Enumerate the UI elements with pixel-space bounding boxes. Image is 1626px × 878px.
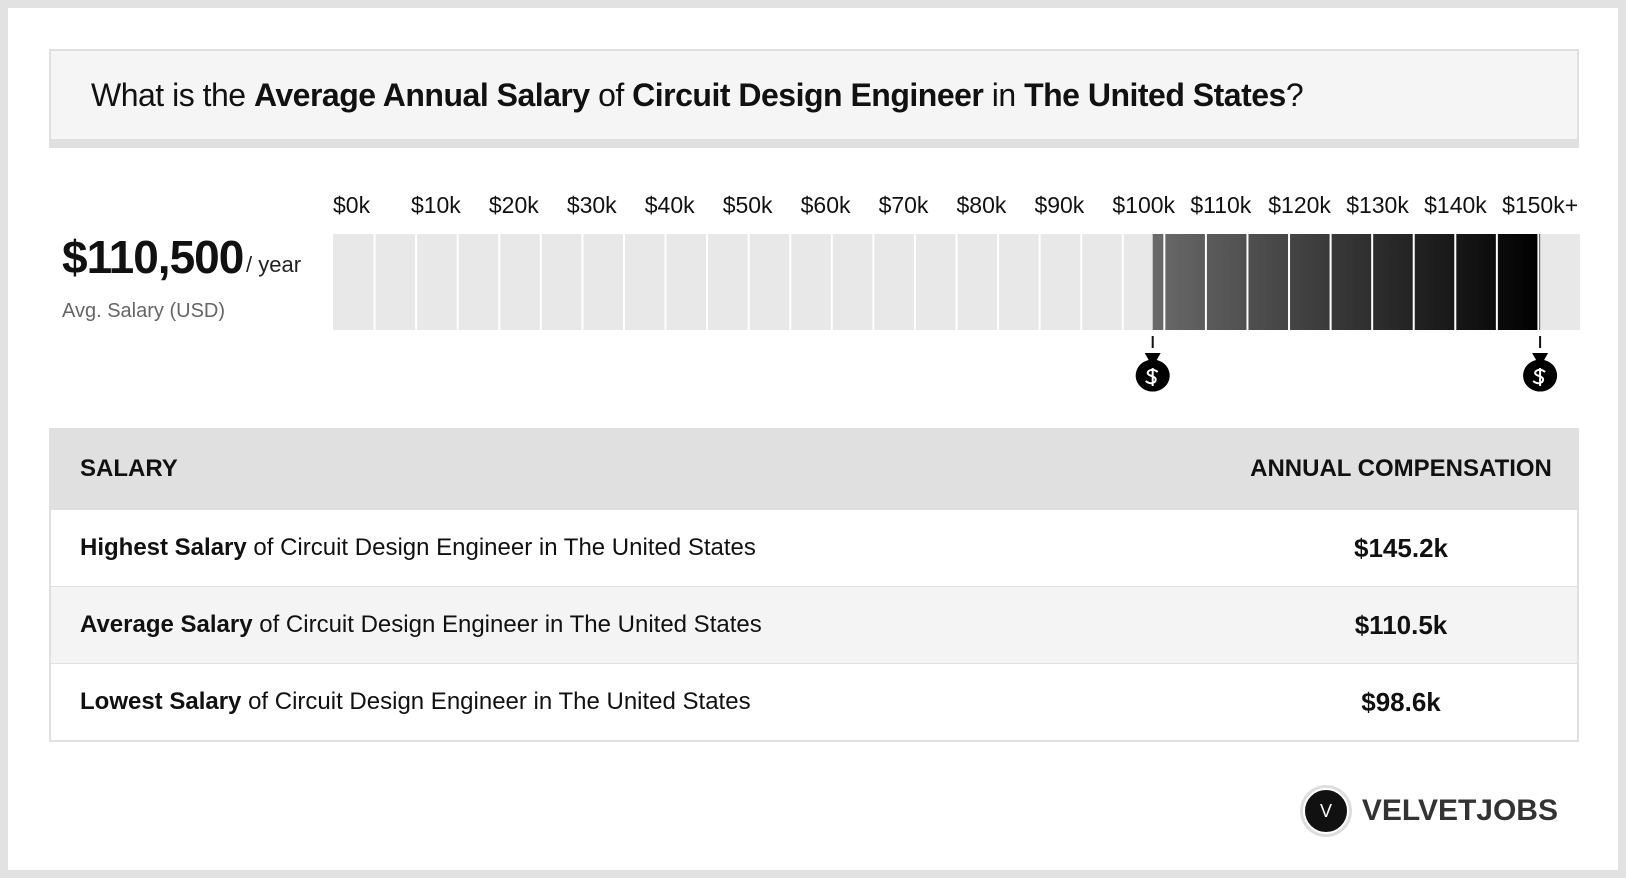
row-label-emphasis: Average Salary (80, 611, 253, 638)
logo-mark: V (1320, 801, 1332, 821)
row-label-emphasis: Lowest Salary (80, 688, 242, 715)
title: What is the Average Annual Salary of Cir… (91, 51, 1304, 139)
table-header: SALARY ANNUAL COMPENSATION (51, 428, 1577, 509)
row-label: Lowest Salary of Circuit Design Engineer… (80, 688, 751, 716)
average-amount: $110,500 (62, 231, 244, 283)
header-cell: SALARY (80, 454, 178, 482)
dollar-glyph (1532, 368, 1546, 386)
tick-label: $120k (1268, 192, 1331, 218)
tick-label: $90k (1034, 192, 1084, 218)
title-text: ? (1285, 77, 1304, 113)
row-label: Highest Salary of Circuit Design Enginee… (80, 534, 756, 562)
tick-label: $10k (411, 192, 461, 218)
amount-unit: / year (246, 252, 302, 277)
header-cell: ANNUAL COMPENSATION (1250, 454, 1552, 482)
title-emphasis: Circuit Design Engineer (632, 77, 984, 113)
title-emphasis: The United States (1024, 77, 1286, 113)
title-text: in (983, 77, 1025, 113)
row-label-text: of Circuit Design Engineer in The United… (252, 611, 762, 638)
tick-label: $50k (723, 192, 773, 218)
row-label-emphasis: Highest Salary (80, 534, 247, 561)
tick-label: $130k (1346, 192, 1409, 218)
row-label-text: of Circuit Design Engineer in The United… (246, 534, 756, 561)
salary-range (1152, 234, 1541, 330)
tick-label: $40k (645, 192, 695, 218)
tick-label: $30k (567, 192, 617, 218)
logo: V VELVETJOBS (1298, 783, 1558, 839)
row-value: $110.5k (1354, 609, 1448, 640)
logo-circle (1302, 788, 1349, 834)
tick-label: $100k (1112, 192, 1175, 218)
title-emphasis: Average Annual Salary (253, 77, 590, 113)
row-label: Average Salary of Circuit Design Enginee… (80, 611, 762, 639)
row-value: $145.2k (1354, 532, 1448, 563)
row-label-text: of Circuit Design Engineer in The United… (241, 688, 751, 715)
tick-label: $140k (1424, 192, 1487, 218)
tick-label: $0k (333, 192, 371, 218)
tick-label: $80k (957, 192, 1007, 218)
logo-icon: V (1299, 785, 1352, 837)
tick-label: $60k (801, 192, 851, 218)
row-value: $98.6k (1361, 686, 1441, 717)
logo-name: VELVETJOBS (1361, 794, 1558, 827)
dollar-glyph (1145, 368, 1159, 386)
table-row: Average Salary of Circuit Design Enginee… (51, 586, 1577, 663)
salary-table: SALARY ANNUAL COMPENSATION Highest Salary … (49, 428, 1579, 742)
amount-caption: Avg. Salary (USD) (62, 300, 226, 322)
tick-label: $70k (879, 192, 929, 218)
tick-label: $20k (489, 192, 539, 218)
title-text: What is the (91, 77, 254, 113)
table-row: Highest Salary of Circuit Design Enginee… (51, 509, 1577, 586)
header: What is the Average Annual Salary of Cir… (49, 49, 1579, 148)
salary-scale: $0k $10k $20k $30k $40k $50k $60k $70k $80k $90k $… (333, 192, 1580, 392)
tick-label: $150k+ (1502, 192, 1578, 218)
table-row: Lowest Salary of Circuit Design Engineer… (51, 663, 1577, 740)
title-text: of (589, 77, 633, 113)
tick-label: $110k (1190, 192, 1251, 218)
